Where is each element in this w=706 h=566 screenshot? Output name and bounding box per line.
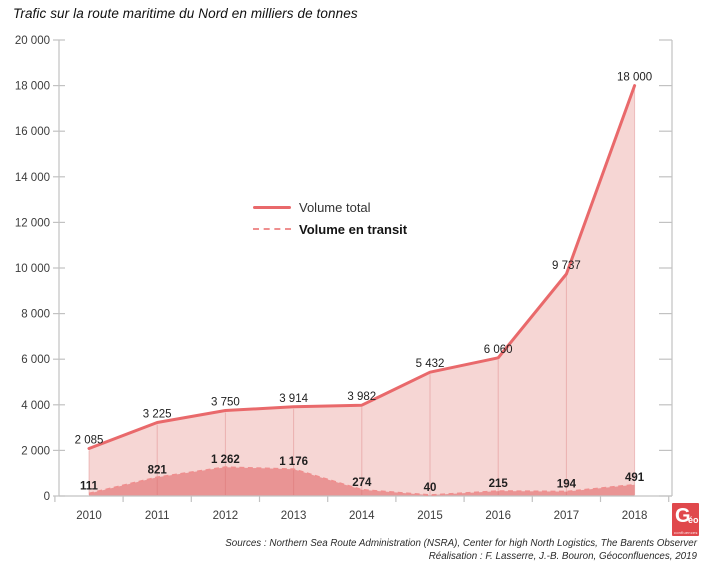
total-solid-line bbox=[87, 84, 637, 450]
svg-text:3 225: 3 225 bbox=[143, 409, 172, 421]
area-fills bbox=[89, 85, 635, 496]
realisation-line: Réalisation : F. Lasserre, J.-B. Bouron,… bbox=[428, 551, 697, 562]
y-ticks bbox=[53, 39, 672, 497]
svg-text:2 000: 2 000 bbox=[21, 445, 50, 457]
total-area bbox=[89, 85, 635, 496]
y-tick-labels: 0 2 000 4 000 6 000 8 000 10 000 12 000 14 000 1… bbox=[15, 35, 50, 503]
svg-text:821: 821 bbox=[148, 464, 168, 476]
svg-text:9 737: 9 737 bbox=[552, 260, 581, 272]
svg-text:40: 40 bbox=[424, 482, 437, 494]
svg-text:12 000: 12 000 bbox=[15, 217, 50, 229]
svg-text:6 000: 6 000 bbox=[21, 354, 50, 366]
svg-text:2 085: 2 085 bbox=[75, 435, 104, 447]
data-labels-total: 2 085 3 225 3 750 3 914 3 982 5 432 6 060 9 737… bbox=[75, 72, 653, 447]
credits: Sources : Northern Sea Route Administrat… bbox=[225, 537, 697, 563]
svg-text:2015: 2015 bbox=[417, 510, 443, 522]
vertical-gridlines bbox=[88, 87, 636, 495]
legend-item-volume-total: Volume total bbox=[253, 196, 407, 218]
legend-label-volume-total: Volume total bbox=[299, 199, 371, 215]
svg-text:3 750: 3 750 bbox=[211, 397, 240, 409]
chart-legend: Volume total Volume en transit bbox=[253, 196, 407, 240]
logo-letters-eo: éo bbox=[688, 515, 699, 525]
transit-dashed-line bbox=[88, 466, 635, 497]
svg-text:2014: 2014 bbox=[349, 510, 375, 522]
svg-text:1 176: 1 176 bbox=[279, 456, 308, 468]
svg-text:2011: 2011 bbox=[145, 510, 170, 522]
legend-solid-line-icon bbox=[253, 205, 291, 209]
svg-text:111: 111 bbox=[80, 481, 99, 493]
svg-text:215: 215 bbox=[489, 478, 509, 490]
svg-text:274: 274 bbox=[352, 477, 372, 489]
svg-text:194: 194 bbox=[557, 479, 577, 491]
svg-text:1 262: 1 262 bbox=[211, 454, 240, 466]
svg-text:18 000: 18 000 bbox=[617, 72, 652, 84]
logo-word: confluences bbox=[674, 530, 698, 535]
svg-text:2013: 2013 bbox=[281, 510, 307, 522]
svg-text:2012: 2012 bbox=[213, 510, 239, 522]
svg-text:6 060: 6 060 bbox=[484, 344, 513, 356]
svg-text:2018: 2018 bbox=[622, 510, 648, 522]
svg-text:14 000: 14 000 bbox=[15, 172, 50, 184]
sources-line: Sources : Northern Sea Route Administrat… bbox=[225, 538, 697, 549]
svg-text:20 000: 20 000 bbox=[15, 35, 50, 47]
legend-label-volume-transit: Volume en transit bbox=[299, 221, 408, 237]
legend-dashed-line-icon bbox=[253, 228, 291, 230]
svg-text:3 914: 3 914 bbox=[279, 393, 308, 405]
transit-area bbox=[89, 467, 635, 496]
legend-item-volume-transit: Volume en transit bbox=[253, 218, 407, 240]
geoconfluences-logo: G éo confluences bbox=[672, 503, 699, 536]
svg-text:10 000: 10 000 bbox=[15, 263, 50, 275]
data-labels-transit: 111 821 1 262 1 176 274 40 215 194 491 bbox=[80, 454, 645, 494]
svg-text:491: 491 bbox=[625, 472, 645, 484]
svg-text:2010: 2010 bbox=[76, 510, 102, 522]
svg-text:16 000: 16 000 bbox=[15, 126, 50, 138]
x-ticks bbox=[54, 496, 670, 502]
svg-text:3 982: 3 982 bbox=[347, 391, 376, 403]
svg-text:18 000: 18 000 bbox=[15, 81, 50, 93]
svg-text:8 000: 8 000 bbox=[21, 309, 50, 321]
svg-text:5 432: 5 432 bbox=[416, 358, 445, 370]
x-tick-labels: 2010 2011 2012 2013 2014 2015 2016 2017 2018 bbox=[76, 510, 647, 522]
svg-text:2017: 2017 bbox=[554, 510, 580, 522]
chart-title: Trafic sur la route maritime du Nord en … bbox=[13, 6, 358, 21]
logo-letter-g: G bbox=[675, 505, 691, 527]
svg-text:4 000: 4 000 bbox=[21, 400, 50, 412]
svg-text:0: 0 bbox=[44, 491, 50, 503]
series-lines bbox=[87, 84, 637, 497]
svg-text:2016: 2016 bbox=[485, 510, 511, 522]
